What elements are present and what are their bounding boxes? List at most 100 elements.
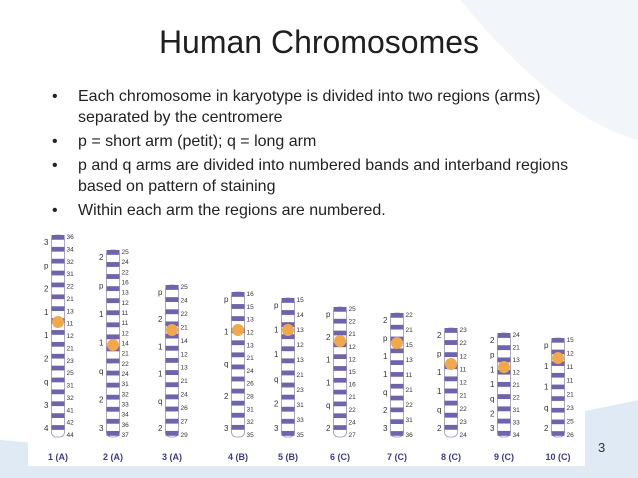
band-label: 13: [513, 357, 521, 364]
band-label: 12: [460, 380, 468, 387]
band-stripe: [231, 316, 245, 321]
band-label: 16: [349, 382, 357, 389]
band-stripe: [333, 307, 347, 312]
band-stripe: [390, 383, 404, 389]
bullet: p and q arms are divided into numbered b…: [52, 155, 592, 197]
band-stripe: [551, 407, 565, 413]
band-label: 33: [122, 402, 130, 409]
band-stripe: [231, 292, 245, 297]
band-stripe: [497, 333, 511, 338]
band-label: 37: [122, 432, 130, 439]
region-label: 1: [326, 356, 331, 365]
region-label: 2: [383, 316, 388, 325]
band-stripe: [106, 286, 120, 292]
band-stripe: [165, 297, 179, 303]
band-label: 12: [349, 344, 357, 351]
band-label: 28: [247, 394, 255, 401]
region-label: p: [490, 351, 495, 360]
band-label: 15: [406, 342, 414, 349]
centromere: [166, 324, 178, 336]
band-stripe: [281, 406, 295, 412]
region-label: p: [383, 334, 388, 343]
region-label: 1: [544, 362, 549, 371]
region-label: 3: [383, 424, 388, 433]
band-stripe: [497, 345, 511, 351]
band-label: 12: [513, 370, 521, 377]
region-label: p: [437, 350, 442, 359]
band-label: 21: [513, 382, 521, 389]
band-stripe: [281, 370, 295, 376]
region-label: 2: [437, 331, 442, 340]
band-label: 12: [247, 329, 255, 336]
band-label: 22: [122, 269, 130, 276]
band-stripe: [51, 235, 65, 240]
band-label: 25: [122, 249, 130, 256]
band-stripe: [281, 346, 295, 352]
bullet: Each chromosome in karyotype is divided …: [52, 86, 592, 128]
band-stripe: [444, 400, 458, 406]
band-label: 24: [513, 332, 521, 339]
region-label: 2: [326, 424, 331, 433]
band-stripe: [333, 354, 347, 359]
region-label: q: [274, 375, 278, 384]
region-label: 1: [326, 378, 331, 387]
band-label: 32: [247, 419, 255, 426]
band-label: 34: [67, 246, 75, 253]
band-label: 41: [67, 407, 75, 414]
band-label: 13: [67, 308, 75, 315]
region-label: 1: [437, 368, 442, 377]
band-stripe: [106, 382, 120, 388]
band-label: 24: [181, 297, 189, 304]
region-label: 1: [490, 365, 495, 374]
centromere: [498, 361, 510, 373]
band-stripe: [444, 424, 458, 430]
region-label: 4: [44, 424, 49, 433]
band-label: 23: [567, 405, 575, 412]
band-label: 24: [460, 432, 468, 439]
band-stripe: [51, 330, 65, 335]
band-stripe: [106, 250, 120, 255]
band-stripe: [390, 407, 404, 413]
slide-title: Human Chromosomes: [158, 24, 480, 60]
band-label: 32: [67, 395, 75, 402]
band-label: 12: [67, 333, 75, 340]
region-label: 2: [224, 392, 229, 401]
band-stripe: [551, 419, 565, 425]
region-label: 1: [544, 383, 549, 392]
band-stripe: [444, 412, 458, 418]
chromosome: [51, 234, 65, 438]
band-label: 21: [406, 387, 414, 394]
band-label: 36: [67, 234, 75, 241]
band-label: 22: [406, 402, 414, 409]
centromere: [52, 316, 64, 328]
band-label: 26: [181, 405, 189, 412]
region-label: q: [383, 388, 387, 397]
band-stripe: [444, 376, 458, 382]
chromosome-label: 3 (A): [162, 452, 182, 462]
band-label: 21: [247, 355, 255, 362]
band-label: 34: [513, 432, 521, 439]
region-label: 3: [44, 401, 49, 410]
band-label: 22: [406, 312, 414, 319]
band-stripe: [165, 333, 179, 339]
chromosome: [281, 297, 295, 438]
band-label: 11: [567, 364, 574, 371]
region-label: 2: [383, 406, 388, 415]
band-stripe: [497, 381, 511, 387]
band-stripe: [497, 406, 511, 412]
band-stripe: [281, 394, 295, 400]
centromere: [391, 337, 403, 349]
band-label: 23: [297, 387, 305, 394]
band-stripe: [51, 270, 65, 276]
band-stripe: [551, 372, 565, 378]
band-label: 11: [406, 372, 413, 379]
centromere: [232, 324, 244, 336]
band-stripe: [106, 298, 120, 304]
region-label: 2: [490, 409, 495, 418]
region-label: 1: [224, 327, 229, 336]
region-label: 1: [158, 342, 163, 351]
band-label: 25: [349, 306, 357, 313]
band-label: 14: [297, 312, 305, 319]
